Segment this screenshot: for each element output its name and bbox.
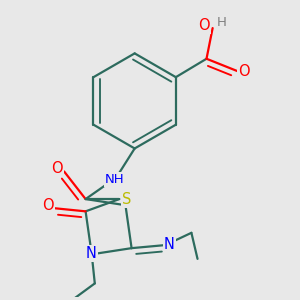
Text: N: N [86,246,97,261]
Text: O: O [238,64,250,79]
Text: O: O [198,17,210,32]
Text: S: S [122,192,132,207]
Text: H: H [217,16,227,29]
Text: O: O [42,198,54,213]
Text: NH: NH [105,172,124,186]
Text: N: N [164,237,175,252]
Text: O: O [52,161,63,176]
